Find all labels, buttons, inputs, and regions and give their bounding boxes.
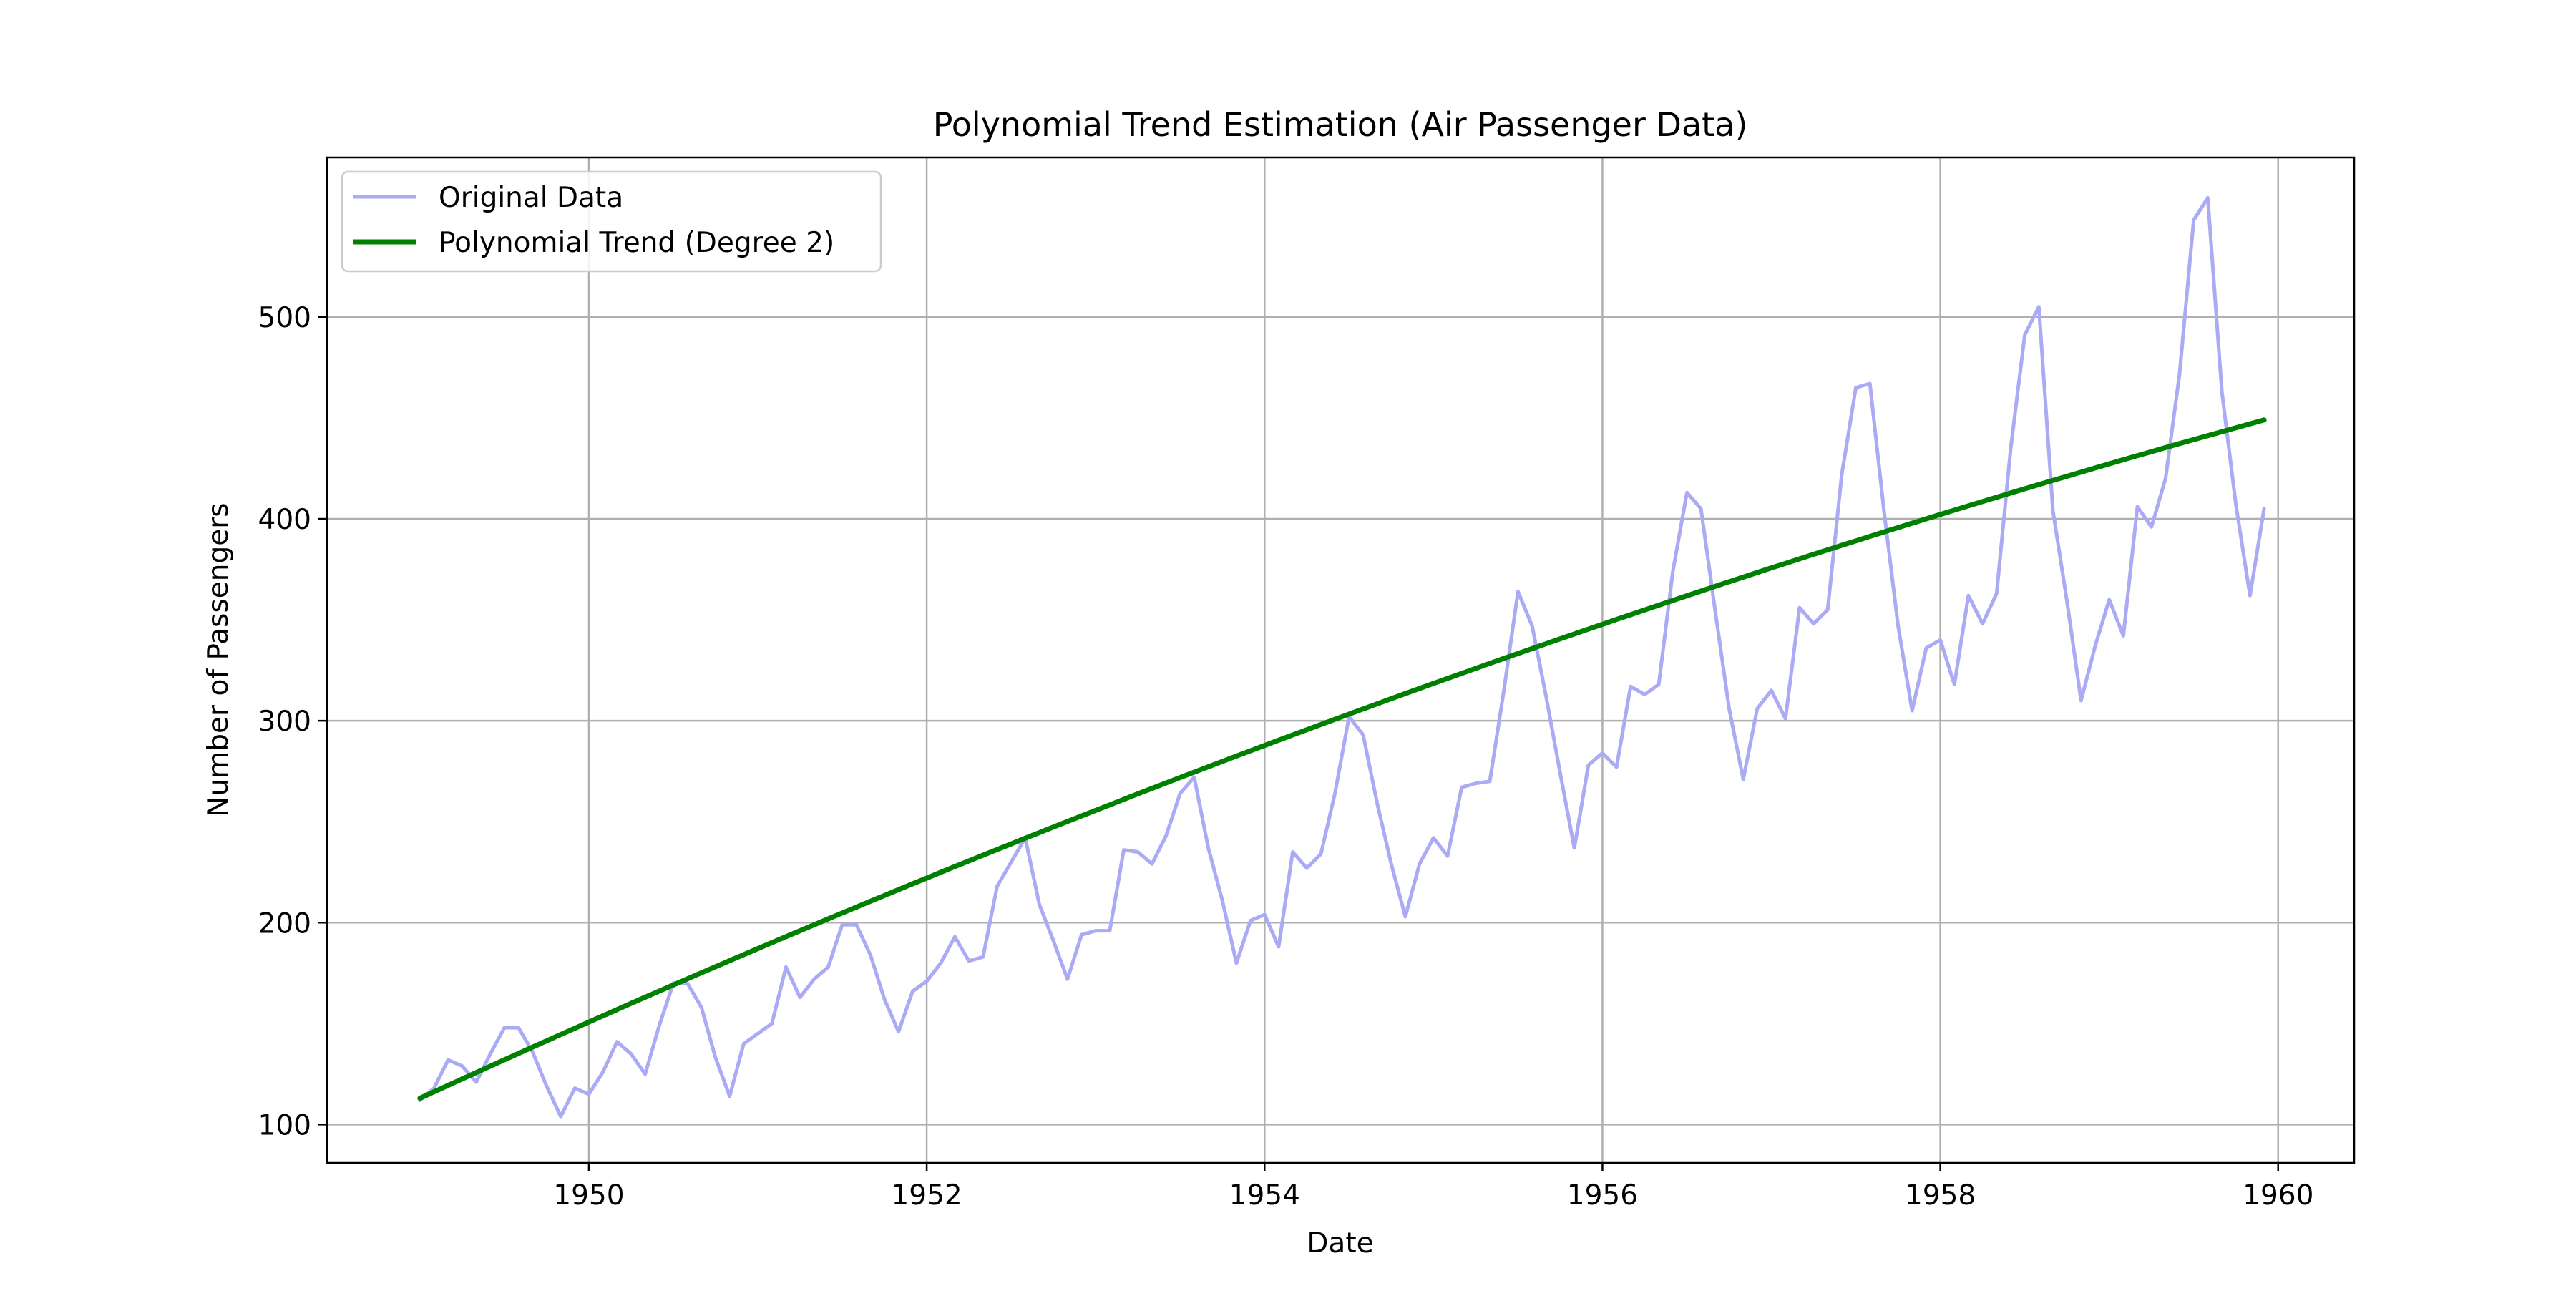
y-tick-label: 200 bbox=[258, 907, 311, 940]
x-tick-label: 1960 bbox=[2243, 1179, 2313, 1212]
legend-label-original-data: Original Data bbox=[439, 182, 623, 214]
y-tick-label: 400 bbox=[258, 504, 311, 536]
x-tick-label: 1950 bbox=[553, 1179, 624, 1212]
legend-label-polynomial-trend: Polynomial Trend (Degree 2) bbox=[439, 227, 834, 259]
series-line-polynomial-trend bbox=[417, 417, 2267, 1101]
series-lines bbox=[417, 195, 2267, 1119]
series-line-original-data bbox=[418, 195, 2266, 1119]
x-tick-label: 1956 bbox=[1567, 1179, 1638, 1212]
y-tick-label: 500 bbox=[258, 302, 311, 334]
y-axis-label: Number of Passengers bbox=[203, 502, 235, 817]
x-tick-label: 1954 bbox=[1229, 1179, 1300, 1212]
plot-frame bbox=[326, 156, 2356, 1164]
legend-box bbox=[341, 170, 882, 273]
legend: Original Data Polynomial Trend (Degree 2… bbox=[341, 170, 882, 273]
x-tick-label: 1958 bbox=[1905, 1179, 1976, 1212]
x-tick-label: 1952 bbox=[891, 1179, 962, 1212]
axis-ticks: 1950 1952 1954 1956 1958 1960 100 200 300 400 500 bbox=[258, 302, 2314, 1212]
y-tick-label: 100 bbox=[258, 1109, 311, 1141]
grid-lines bbox=[327, 157, 2354, 1163]
x-axis-label: Date bbox=[1307, 1227, 1373, 1260]
y-tick-label: 300 bbox=[258, 706, 311, 738]
chart-title: Polynomial Trend Estimation (Air Passeng… bbox=[933, 105, 1748, 144]
